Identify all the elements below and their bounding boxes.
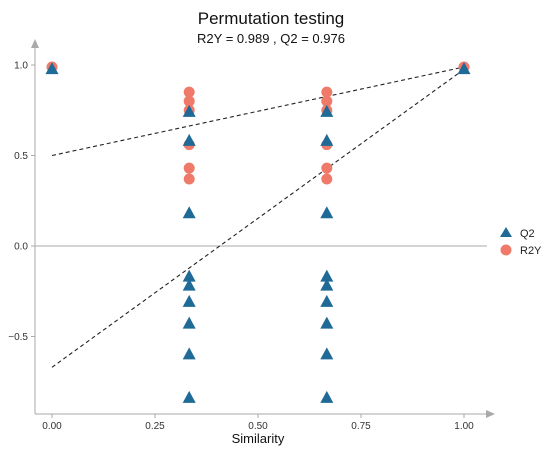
q2-point	[320, 133, 334, 146]
r2y-point	[321, 162, 333, 174]
legend: Q2 R2Y	[500, 227, 542, 257]
y-tick-label: −0.5	[8, 332, 28, 343]
r2y-point	[183, 173, 195, 185]
x-tick-label: 0.00	[42, 421, 62, 432]
x-tick-label: 0.50	[248, 421, 268, 432]
legend-q2-triangle-icon	[500, 227, 512, 237]
q2-point	[320, 206, 334, 219]
q2-point	[45, 62, 59, 75]
legend-label-r2y: R2Y	[520, 245, 542, 257]
r2y-point	[321, 95, 333, 107]
r2y-point	[183, 162, 195, 174]
legend-r2y-circle-icon	[500, 244, 512, 256]
legend-label-q2: Q2	[520, 228, 535, 240]
q2-point	[320, 316, 334, 329]
q2-point	[182, 278, 196, 291]
q2-point	[457, 62, 471, 75]
q2-point	[182, 206, 196, 219]
q2-point	[182, 316, 196, 329]
q2-point	[320, 390, 334, 403]
q2-point	[182, 347, 196, 360]
chart-subtitle: R2Y = 0.989 , Q2 = 0.976	[197, 31, 345, 46]
q2-point	[320, 347, 334, 360]
r2y-point	[321, 86, 333, 98]
regression-line-q2-fit	[51, 68, 465, 368]
r2y-point	[183, 95, 195, 107]
x-tick-label: 0.75	[351, 421, 371, 432]
y-tick-label: 0.0	[14, 242, 28, 253]
x-axis-arrow-icon	[486, 410, 495, 418]
q2-point	[182, 269, 196, 282]
q2-point	[320, 104, 334, 117]
q2-point	[182, 390, 196, 403]
r2y-point	[183, 86, 195, 98]
y-tick-label: 1.0	[14, 61, 28, 72]
chart-title: Permutation testing	[198, 9, 344, 28]
q2-point	[320, 278, 334, 291]
y-axis-arrow-icon	[31, 39, 39, 48]
x-axis-title: Similarity	[232, 431, 285, 446]
r2y-point	[321, 173, 333, 185]
q2-point	[182, 294, 196, 307]
regression-line-r2y-fit	[51, 66, 465, 157]
plot-area: 0.00 0.25 0.50 0.75 1.00 −0.5 0.0 0.5 1.0	[8, 39, 495, 432]
x-tick-label: 1.00	[454, 421, 474, 432]
q2-point	[182, 133, 196, 146]
q2-point	[320, 294, 334, 307]
y-tick-label: 0.5	[14, 151, 28, 162]
q2-point	[320, 269, 334, 282]
x-tick-label: 0.25	[145, 421, 165, 432]
q2-point	[182, 104, 196, 117]
